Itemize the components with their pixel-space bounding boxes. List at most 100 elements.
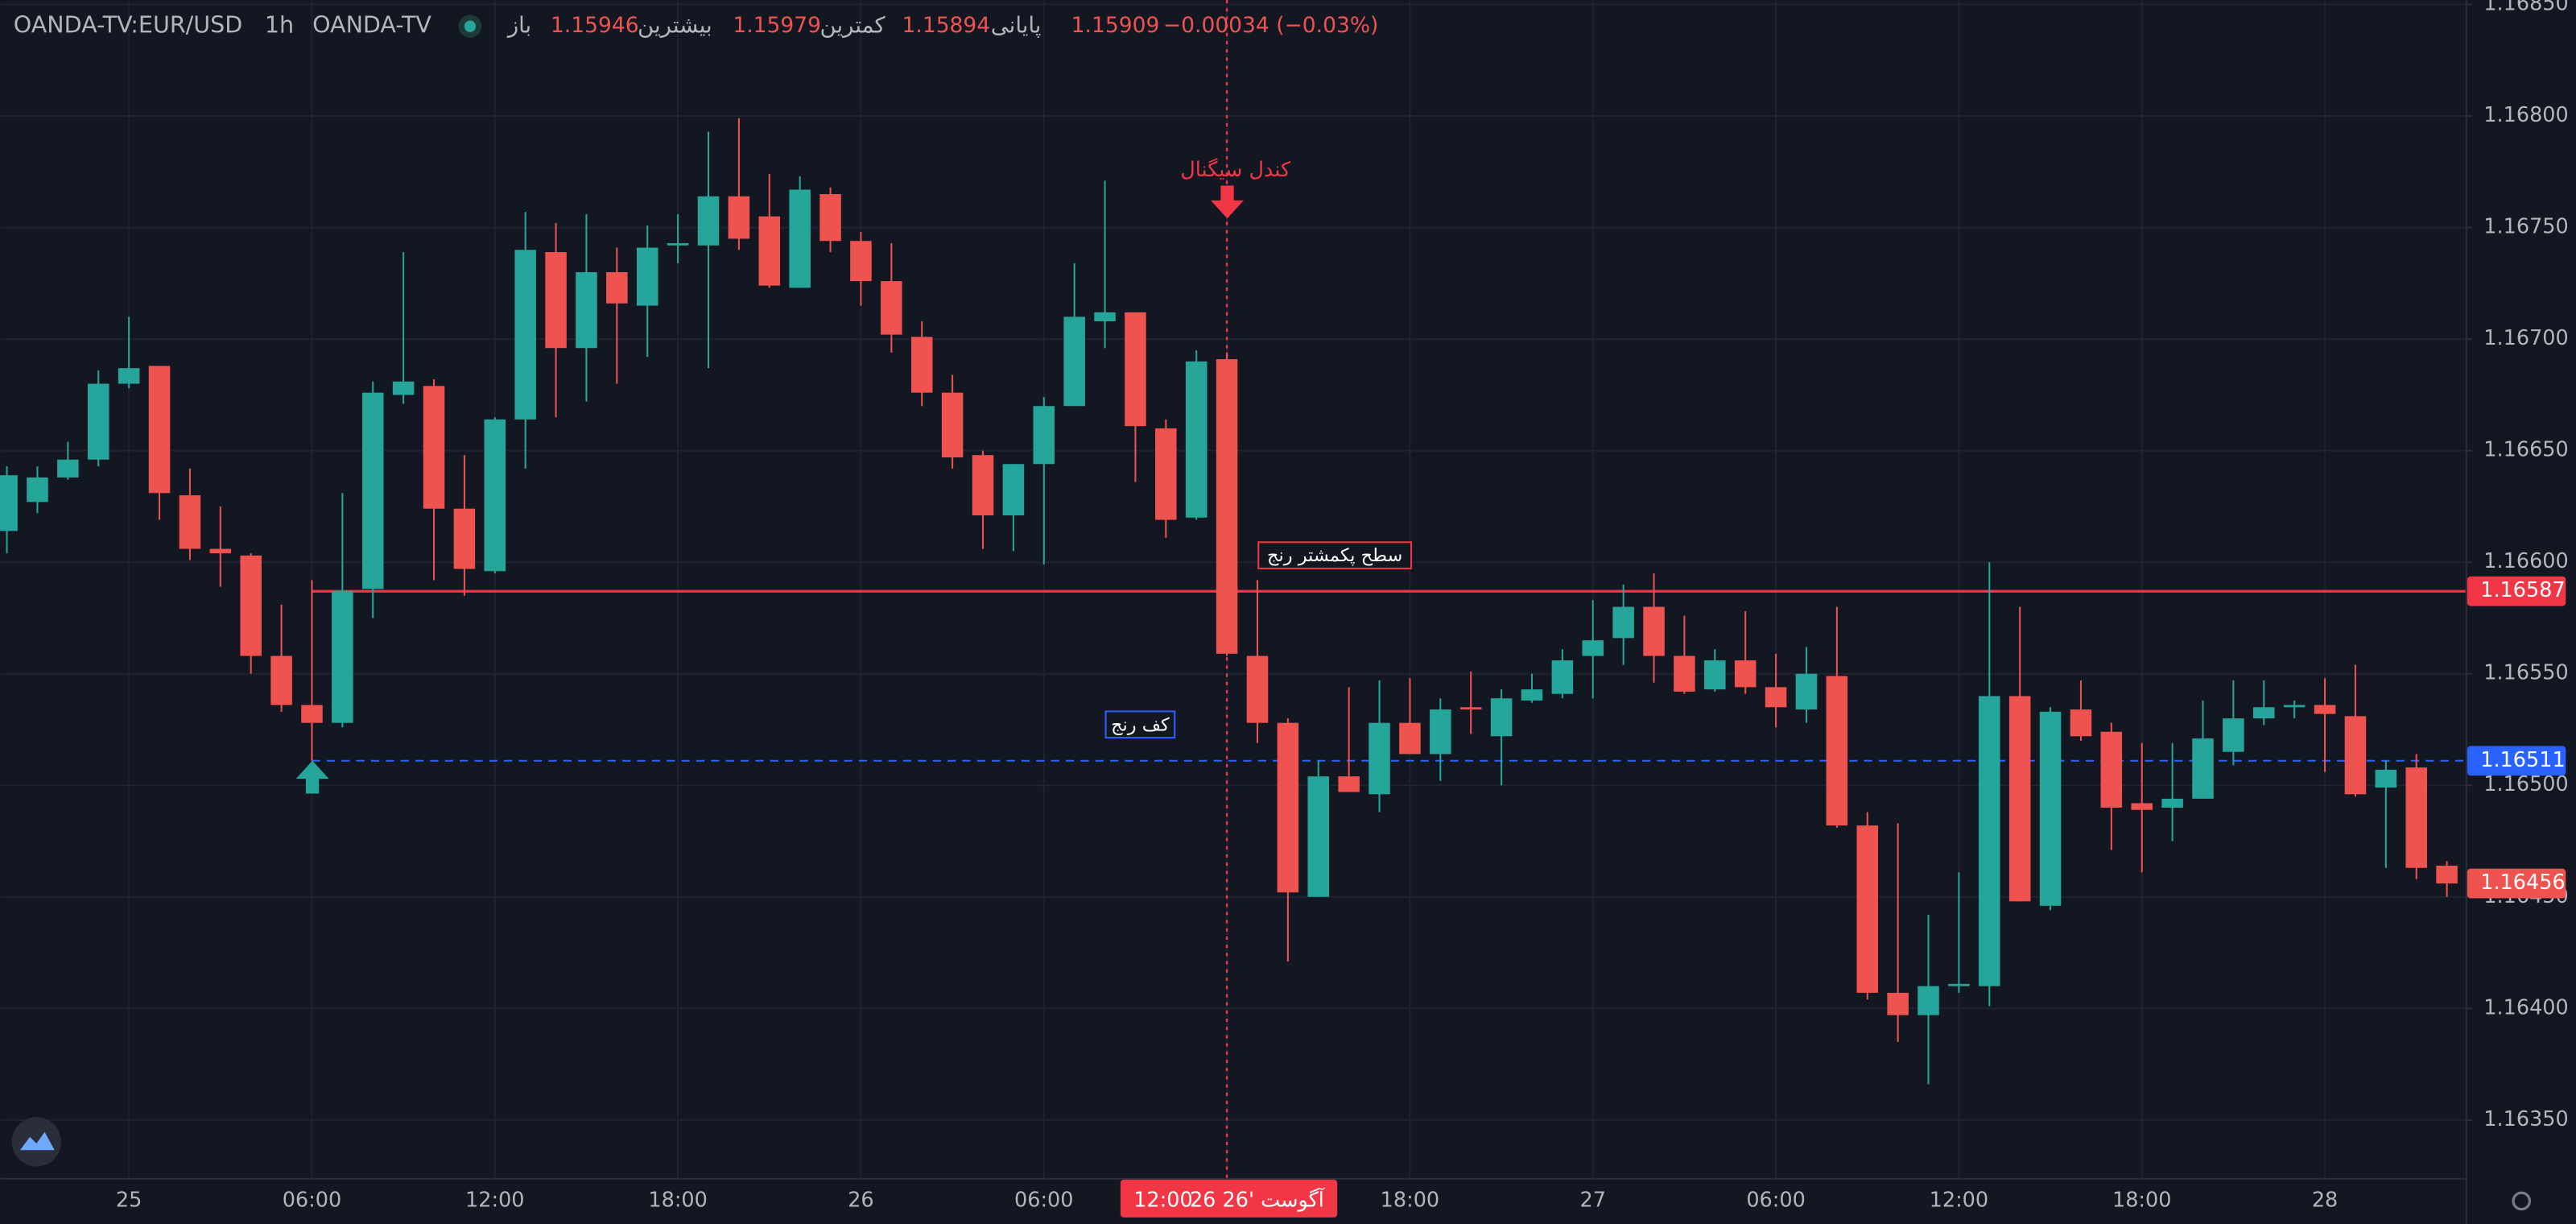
candle-body	[819, 194, 841, 242]
signal-arrow-up	[295, 760, 329, 794]
candle-body	[2131, 803, 2153, 810]
candle-body	[1918, 986, 1939, 1015]
signal-arrow-down	[1211, 185, 1244, 219]
candle-body	[2283, 705, 2306, 708]
candles	[0, 118, 2458, 1085]
signal-label: کندل سیگنال	[1180, 158, 1291, 182]
candle-body	[941, 392, 964, 457]
x-tick-label: 12:00	[1930, 1188, 1988, 1212]
crosshair-time-box	[1120, 1179, 1338, 1218]
candle-body	[87, 383, 109, 460]
price-tag-label: 1.16587	[2480, 578, 2565, 602]
candle-body	[392, 381, 415, 395]
candle-body	[636, 247, 658, 306]
x-tick-label: 18:00	[648, 1188, 708, 1212]
crosshair-date: 26 آگوست '26	[1190, 1187, 1326, 1212]
price-tag	[2467, 746, 2566, 776]
symbol[interactable]: OANDA-TV:EUR/USD	[14, 11, 243, 39]
high-value: 1.15979	[733, 13, 821, 38]
candle-body	[1033, 406, 1055, 465]
open-value: 1.15946	[551, 13, 639, 38]
level-label-box	[1104, 710, 1176, 739]
candle-body	[2405, 767, 2427, 868]
candle-body	[1674, 655, 1695, 692]
settings-icon[interactable]	[2512, 1191, 2532, 1211]
change: −0.00034 (−0.03%)	[1163, 13, 1378, 38]
candle-body	[1826, 676, 1848, 826]
candle-body	[2375, 769, 2397, 788]
candle-body	[850, 241, 872, 282]
logo[interactable]	[11, 1117, 61, 1167]
price-tag	[2467, 576, 2566, 606]
candle-body	[728, 196, 750, 239]
candle-body	[1125, 312, 1146, 427]
level-label-box	[1257, 541, 1413, 569]
y-tick-label: 1.16650	[2483, 438, 2568, 462]
candle-body	[148, 366, 171, 494]
candle-body	[2039, 711, 2062, 906]
candle-body	[2100, 731, 2123, 808]
last-price-tag	[2467, 868, 2566, 899]
candle-body	[1368, 722, 1390, 795]
candle-body	[423, 386, 445, 509]
candle-body	[697, 196, 720, 246]
candle-body	[1185, 361, 1208, 518]
candle-body	[576, 272, 597, 349]
candle-body	[2344, 716, 2367, 795]
candle-body	[1704, 660, 1726, 690]
candle-body	[606, 272, 628, 304]
y-tick-label: 1.16400	[2483, 995, 2568, 1019]
logo-icon	[19, 1131, 55, 1151]
price-tag-label: 1.16511	[2480, 748, 2565, 772]
x-tick-label: 06:00	[1746, 1188, 1806, 1212]
candle-body	[179, 495, 201, 549]
candle-body	[1582, 640, 1604, 656]
candle-body	[1399, 722, 1421, 755]
candle-body	[1734, 660, 1757, 688]
candle-body	[240, 555, 262, 656]
x-tick-label: 28	[2312, 1188, 2338, 1212]
candle-body	[118, 368, 140, 384]
candle-body	[910, 337, 933, 393]
y-tick-label: 1.16800	[2483, 103, 2568, 127]
candle-body	[484, 419, 506, 572]
candle-body	[1307, 776, 1330, 897]
candle-body	[2161, 798, 2183, 808]
candle-body	[1430, 709, 1451, 755]
y-tick-label: 1.16600	[2483, 549, 2568, 573]
candle-body	[332, 591, 353, 723]
candle-body	[1338, 776, 1360, 792]
status-dot	[464, 20, 477, 32]
candle-body	[361, 392, 384, 589]
candle-body	[1216, 359, 1238, 654]
candle-body	[667, 242, 689, 246]
candle-body	[1246, 655, 1269, 723]
interval[interactable]: 1h	[265, 11, 294, 39]
y-tick-label: 1.16750	[2483, 215, 2568, 239]
high-label: بیشترین	[638, 13, 712, 39]
x-tick-label: 26	[848, 1188, 873, 1212]
low-value: 1.15894	[902, 13, 991, 38]
candle-body	[1459, 707, 1482, 710]
axes: 1.163501.164001.164501.165001.165501.166…	[116, 0, 2569, 1218]
candle-body	[1094, 312, 1116, 321]
x-tick-label: 18:00	[1381, 1188, 1440, 1212]
y-tick-label: 1.16350	[2483, 1107, 2568, 1131]
y-tick-label: 1.16550	[2483, 661, 2568, 685]
close-label: پایانی	[991, 13, 1042, 39]
candle-body	[1063, 316, 1085, 407]
x-tick-label: 25	[116, 1188, 142, 1212]
candle-body	[1612, 606, 1634, 639]
x-tick-label: 12:00	[465, 1188, 525, 1212]
candle-body	[57, 459, 79, 478]
candle-body	[881, 281, 902, 335]
candle-body	[453, 508, 476, 569]
x-tick-label: 06:00	[1014, 1188, 1074, 1212]
candle-body	[1948, 983, 1970, 986]
levels: سطح پکمشتر رنج کف رنج	[312, 0, 2466, 1178]
candle-body	[1002, 464, 1025, 516]
candle-body	[1521, 689, 1543, 701]
candle-body	[1551, 660, 1574, 694]
candle-body	[1979, 696, 2000, 986]
